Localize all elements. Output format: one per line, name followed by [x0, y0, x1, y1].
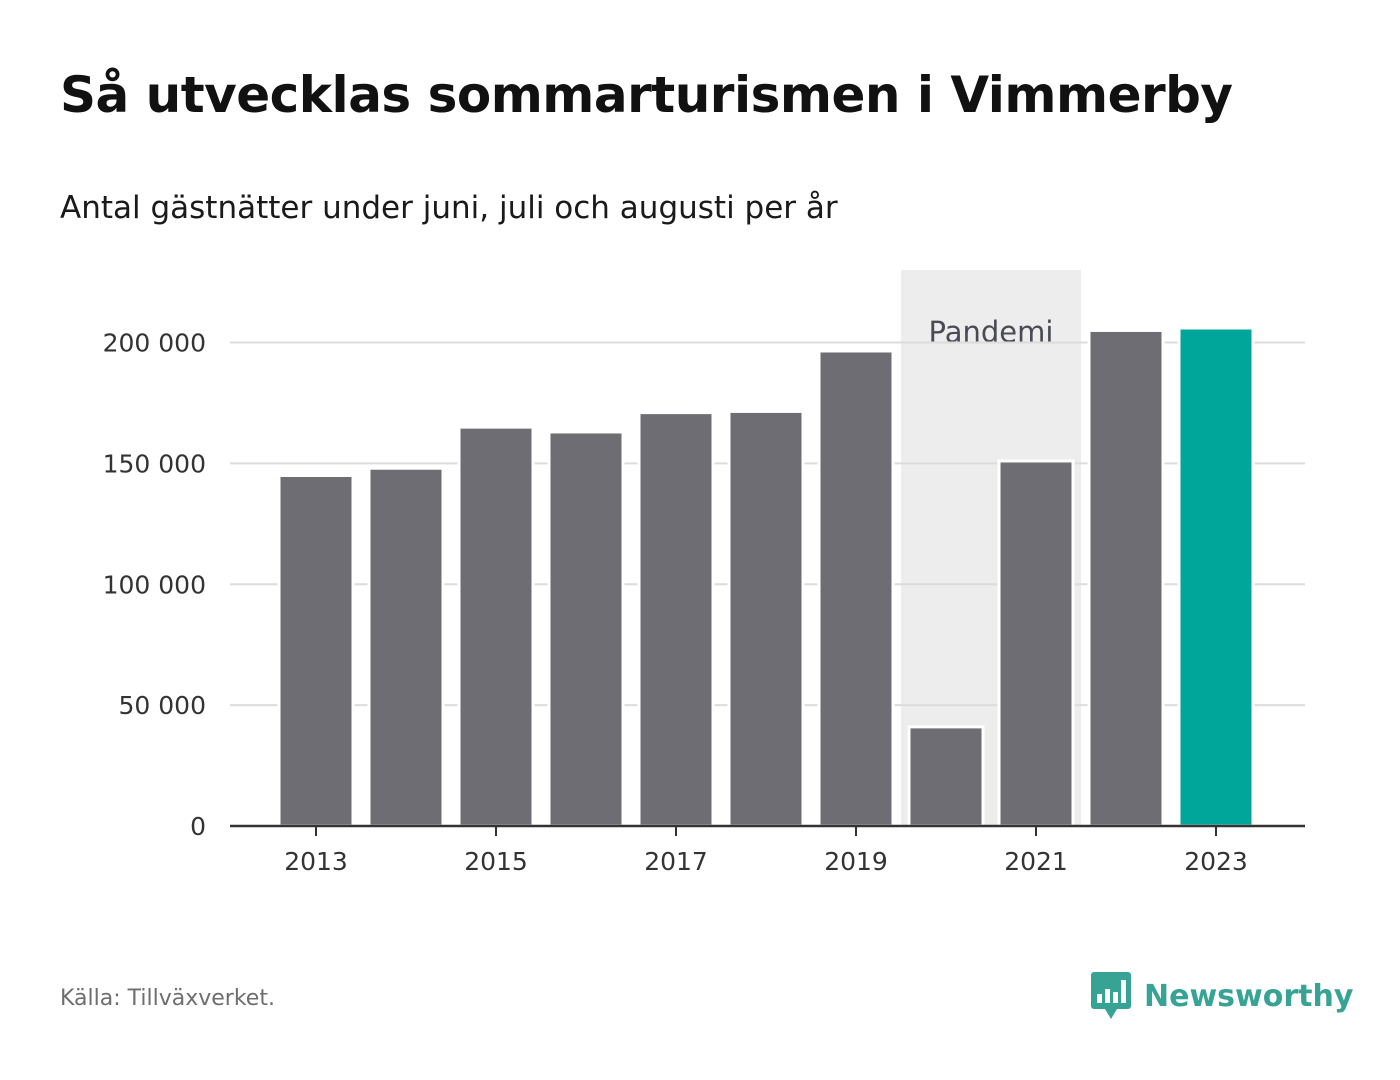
- y-tick-label: 200 000: [103, 329, 206, 358]
- bar-2013: [277, 473, 355, 828]
- x-tick-label: 2019: [824, 847, 888, 876]
- pandemic-label: Pandemi: [929, 315, 1054, 349]
- tick-labels: 0 50 000 100 000 150 000 200 000 2013 2015 2017…: [103, 329, 1248, 876]
- source-note: Källa: Tillväxverket.: [60, 986, 275, 1011]
- bar-2015: [457, 425, 535, 828]
- chart-title: Så utvecklas sommarturismen i Vimmerby: [60, 66, 1233, 124]
- bar-2021: [997, 459, 1075, 828]
- x-tick-label: 2013: [284, 847, 348, 876]
- x-tick-label: 2021: [1004, 847, 1068, 876]
- bar-chart: Pandemi 0 50 000 100 000 150 000 200 000 2013…: [103, 270, 1305, 876]
- x-tick-label: 2023: [1184, 847, 1248, 876]
- newsworthy-logo-icon: [1091, 972, 1131, 1019]
- bars: [277, 326, 1255, 828]
- y-tick-label: 100 000: [103, 570, 206, 599]
- bar-2019: [817, 349, 895, 828]
- bar-2023: [1177, 326, 1255, 828]
- bar-2020: [907, 725, 985, 828]
- chart-subtitle: Antal gästnätter under juni, juli och au…: [60, 190, 838, 226]
- y-tick-label: 150 000: [103, 449, 206, 478]
- brand-logo: Newsworthy: [1090, 970, 1353, 1022]
- x-tick-label: 2015: [464, 847, 528, 876]
- bar-2018: [727, 409, 805, 828]
- y-tick-label: 50 000: [119, 691, 206, 720]
- y-tick-label: 0: [190, 812, 206, 841]
- bar-2017: [637, 411, 715, 828]
- bar-2016: [547, 430, 625, 828]
- bar-2022: [1087, 328, 1165, 828]
- bar-2014: [367, 466, 445, 828]
- x-tick-label: 2017: [644, 847, 708, 876]
- brand-name: Newsworthy: [1144, 978, 1354, 1014]
- axes: [230, 824, 1305, 836]
